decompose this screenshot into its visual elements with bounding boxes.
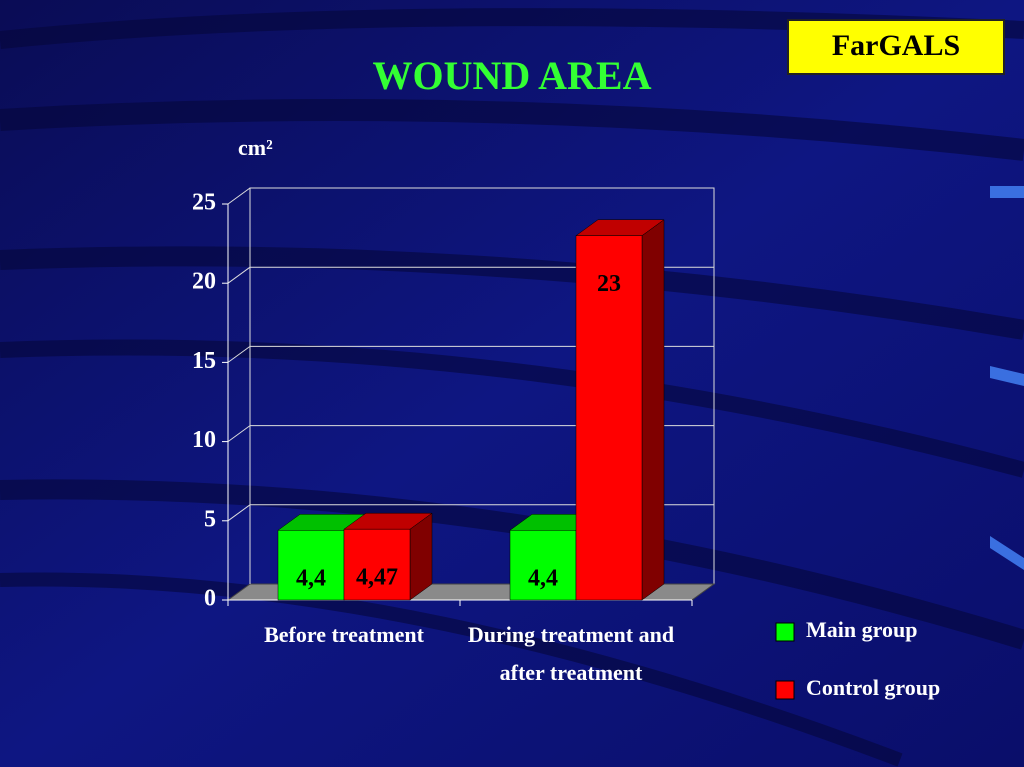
bar-side	[641, 219, 665, 601]
y-tick-label: 25	[192, 190, 216, 216]
legend-label: Main group	[806, 617, 917, 642]
legend-swatch	[775, 622, 795, 642]
value-label: 4,4	[528, 566, 558, 592]
value-label: 23	[597, 271, 621, 297]
badge: FarGALS	[832, 29, 960, 62]
legend-swatch	[775, 680, 795, 700]
bar	[277, 530, 345, 601]
side-accents	[990, 186, 1024, 570]
grid-line	[227, 345, 251, 363]
bar	[575, 235, 643, 601]
grid-line	[227, 187, 251, 205]
grid-line	[227, 266, 251, 284]
legend-label: Control group	[806, 675, 940, 700]
y-tick-label: 10	[192, 427, 216, 453]
bar	[509, 530, 577, 601]
x-tick-label: During treatment and after treatment	[467, 622, 675, 685]
grid-line	[227, 504, 251, 522]
y-axis-label: cm²	[238, 135, 273, 160]
grid-line	[227, 425, 251, 443]
badge-box	[787, 19, 1005, 75]
y-tick-label: 15	[192, 348, 216, 374]
x-tick-label: Before treatment	[264, 622, 424, 647]
chart-title: WOUND AREA	[373, 53, 652, 98]
value-label: 4,4	[296, 566, 326, 592]
value-label: 4,47	[356, 565, 398, 591]
y-tick-label: 20	[192, 269, 216, 295]
bar	[343, 528, 411, 601]
y-tick-label: 5	[204, 506, 216, 532]
y-tick-label: 0	[204, 586, 216, 612]
